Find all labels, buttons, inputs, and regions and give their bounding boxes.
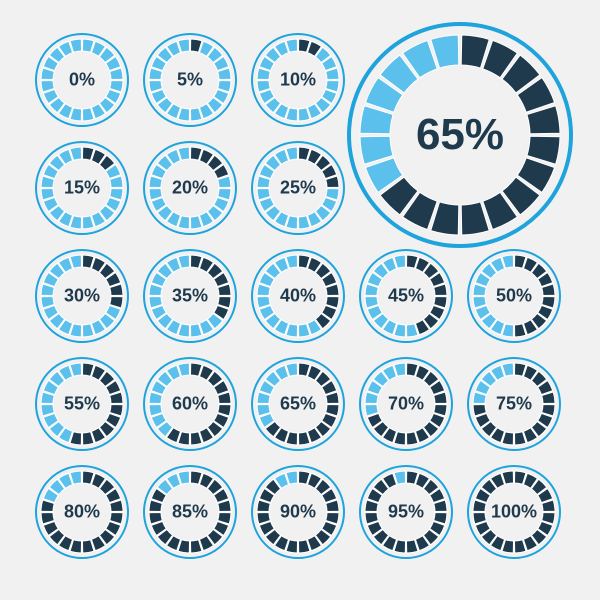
progress-ring-10: 10% — [250, 32, 346, 128]
progress-ring-30: 30% — [34, 248, 130, 344]
percent-label: 65% — [416, 110, 504, 160]
progress-ring-50: 50% — [466, 248, 562, 344]
percent-label: 55% — [64, 394, 100, 415]
percent-label: 100% — [491, 502, 537, 523]
percent-label: 10% — [280, 70, 316, 91]
progress-ring-100: 100% — [466, 464, 562, 560]
percent-label: 85% — [172, 502, 208, 523]
progress-ring-65: 65% — [250, 356, 346, 452]
percent-label: 45% — [388, 286, 424, 307]
progress-ring-40: 40% — [250, 248, 346, 344]
progress-ring-85: 85% — [142, 464, 238, 560]
progress-ring-75: 75% — [466, 356, 562, 452]
progress-ring-90: 90% — [250, 464, 346, 560]
percent-label: 80% — [64, 502, 100, 523]
progress-ring-20: 20% — [142, 140, 238, 236]
progress-ring-0: 0% — [34, 32, 130, 128]
percent-label: 70% — [388, 394, 424, 415]
percent-label: 0% — [69, 70, 95, 91]
percent-label: 95% — [388, 502, 424, 523]
progress-ring-5: 5% — [142, 32, 238, 128]
percent-label: 20% — [172, 178, 208, 199]
percent-label: 30% — [64, 286, 100, 307]
percent-label: 40% — [280, 286, 316, 307]
percent-label: 65% — [280, 394, 316, 415]
percent-label: 15% — [64, 178, 100, 199]
percent-label: 5% — [177, 70, 203, 91]
progress-ring-60: 60% — [142, 356, 238, 452]
progress-ring-15: 15% — [34, 140, 130, 236]
progress-ring-55: 55% — [34, 356, 130, 452]
percent-label: 60% — [172, 394, 208, 415]
progress-ring-95: 95% — [358, 464, 454, 560]
progress-ring-70: 70% — [358, 356, 454, 452]
progress-ring-45: 45% — [358, 248, 454, 344]
percent-label: 90% — [280, 502, 316, 523]
percent-label: 35% — [172, 286, 208, 307]
progress-ring-featured: 65% — [345, 20, 575, 250]
progress-ring-35: 35% — [142, 248, 238, 344]
percent-label: 25% — [280, 178, 316, 199]
progress-ring-25: 25% — [250, 140, 346, 236]
percent-label: 50% — [496, 286, 532, 307]
progress-ring-80: 80% — [34, 464, 130, 560]
percent-label: 75% — [496, 394, 532, 415]
